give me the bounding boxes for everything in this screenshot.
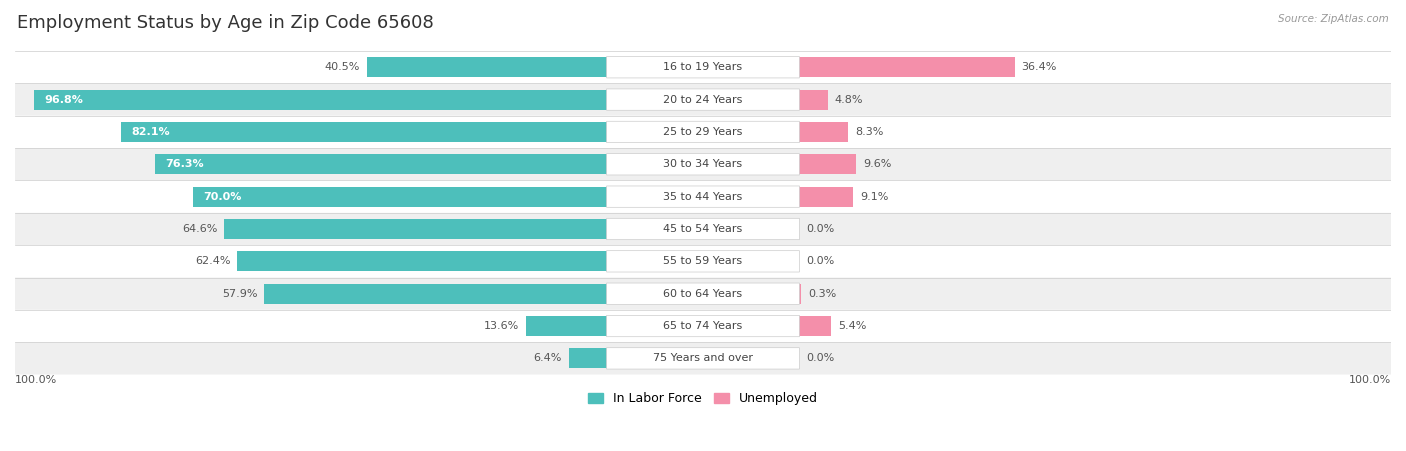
Bar — [264, 284, 606, 304]
Text: 0.0%: 0.0% — [806, 256, 834, 267]
Bar — [526, 316, 606, 336]
FancyBboxPatch shape — [15, 148, 1391, 180]
FancyBboxPatch shape — [606, 121, 800, 143]
FancyBboxPatch shape — [606, 89, 800, 110]
Text: 100.0%: 100.0% — [15, 375, 58, 385]
Bar — [800, 154, 856, 175]
FancyBboxPatch shape — [606, 186, 800, 207]
Bar — [238, 251, 606, 272]
FancyBboxPatch shape — [606, 218, 800, 239]
FancyBboxPatch shape — [606, 154, 800, 175]
Bar — [34, 90, 606, 110]
Text: 100.0%: 100.0% — [1348, 375, 1391, 385]
Text: 82.1%: 82.1% — [131, 127, 170, 137]
Text: 60 to 64 Years: 60 to 64 Years — [664, 289, 742, 299]
Text: 76.3%: 76.3% — [166, 159, 204, 169]
Text: 13.6%: 13.6% — [484, 321, 519, 331]
FancyBboxPatch shape — [15, 51, 1391, 83]
FancyBboxPatch shape — [606, 315, 800, 337]
Text: 57.9%: 57.9% — [222, 289, 257, 299]
FancyBboxPatch shape — [15, 310, 1391, 342]
Bar — [800, 90, 828, 110]
Text: Source: ZipAtlas.com: Source: ZipAtlas.com — [1278, 14, 1389, 23]
Bar — [193, 187, 606, 207]
FancyBboxPatch shape — [606, 283, 800, 304]
Text: 8.3%: 8.3% — [855, 127, 884, 137]
Text: 40.5%: 40.5% — [325, 62, 360, 72]
Text: 6.4%: 6.4% — [533, 354, 562, 364]
Legend: In Labor Force, Unemployed: In Labor Force, Unemployed — [583, 387, 823, 410]
Text: 4.8%: 4.8% — [835, 95, 863, 105]
Bar — [121, 122, 606, 142]
Text: Employment Status by Age in Zip Code 65608: Employment Status by Age in Zip Code 656… — [17, 14, 433, 32]
FancyBboxPatch shape — [15, 245, 1391, 277]
Text: 20 to 24 Years: 20 to 24 Years — [664, 95, 742, 105]
Text: 0.0%: 0.0% — [806, 354, 834, 364]
FancyBboxPatch shape — [606, 348, 800, 369]
FancyBboxPatch shape — [606, 251, 800, 272]
Bar — [800, 187, 853, 207]
Bar — [800, 57, 1015, 77]
Bar — [225, 219, 606, 239]
Text: 62.4%: 62.4% — [195, 256, 231, 267]
FancyBboxPatch shape — [15, 180, 1391, 213]
Text: 30 to 34 Years: 30 to 34 Years — [664, 159, 742, 169]
Text: 9.6%: 9.6% — [863, 159, 891, 169]
FancyBboxPatch shape — [15, 83, 1391, 116]
Text: 70.0%: 70.0% — [202, 192, 242, 202]
Text: 55 to 59 Years: 55 to 59 Years — [664, 256, 742, 267]
FancyBboxPatch shape — [15, 213, 1391, 245]
Text: 0.3%: 0.3% — [808, 289, 837, 299]
Text: 35 to 44 Years: 35 to 44 Years — [664, 192, 742, 202]
FancyBboxPatch shape — [15, 277, 1391, 310]
Text: 45 to 54 Years: 45 to 54 Years — [664, 224, 742, 234]
Text: 0.0%: 0.0% — [806, 224, 834, 234]
Text: 36.4%: 36.4% — [1022, 62, 1057, 72]
Bar — [800, 284, 801, 304]
Bar — [155, 154, 606, 175]
Text: 9.1%: 9.1% — [860, 192, 889, 202]
Bar — [569, 348, 606, 368]
Bar — [367, 57, 606, 77]
Bar — [800, 316, 831, 336]
Text: 64.6%: 64.6% — [183, 224, 218, 234]
Text: 25 to 29 Years: 25 to 29 Years — [664, 127, 742, 137]
Bar — [800, 122, 848, 142]
Text: 75 Years and over: 75 Years and over — [652, 354, 754, 364]
FancyBboxPatch shape — [606, 56, 800, 78]
FancyBboxPatch shape — [15, 116, 1391, 148]
FancyBboxPatch shape — [15, 342, 1391, 374]
Text: 65 to 74 Years: 65 to 74 Years — [664, 321, 742, 331]
Text: 96.8%: 96.8% — [44, 95, 83, 105]
Text: 5.4%: 5.4% — [838, 321, 866, 331]
Text: 16 to 19 Years: 16 to 19 Years — [664, 62, 742, 72]
